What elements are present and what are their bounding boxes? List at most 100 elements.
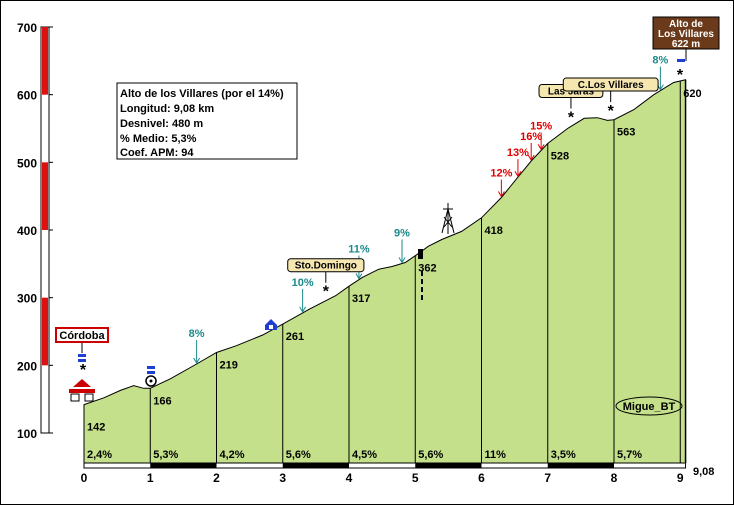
gradient-arrowhead — [355, 273, 363, 280]
info-medio: % Medio: 5,3% — [120, 133, 197, 145]
info-title: Alto de los Villares (por el 14%) — [120, 88, 284, 100]
gradient-arrowhead — [299, 306, 307, 313]
summit-arrow-icon: * — [677, 59, 685, 84]
gradient-label: 8% — [652, 55, 668, 67]
gradient-label: 16% — [520, 131, 542, 143]
gradient-label: 10% — [292, 277, 314, 289]
y-tick-label: 700 — [17, 21, 37, 35]
shelter-icon — [265, 319, 277, 330]
start-label: Córdoba — [55, 327, 109, 353]
x-tick-label: 3 — [279, 471, 286, 485]
place-label: C.Los Villares — [578, 80, 644, 91]
segment-gradient: 5,7% — [617, 449, 642, 461]
svg-text:*: * — [677, 67, 684, 84]
segment-gradient: 5,6% — [418, 449, 443, 461]
gradient-label: 15% — [530, 120, 552, 132]
km-divider-lines — [83, 79, 687, 463]
segment-gradient: 5,3% — [153, 449, 178, 461]
base-strip-band — [415, 463, 482, 468]
profile-area — [83, 79, 687, 464]
author-text: Migue_BT — [623, 401, 676, 413]
summit-line2: Los Villares — [658, 29, 714, 40]
km-elevation-3: 261 — [286, 331, 304, 343]
km-elevation-2: 219 — [220, 359, 238, 371]
x-tick-label: 4 — [346, 471, 353, 485]
y-tick-label: 600 — [17, 89, 37, 103]
gradient-markers: 8% 10% 11% 9% 12% 13% 16%15% 8% — [189, 55, 669, 364]
place-star: * — [608, 103, 615, 120]
segment-gradient: 4,5% — [352, 449, 377, 461]
info-apm: Coef. APM: 94 — [120, 147, 194, 159]
base-strip-band — [150, 463, 217, 468]
place-star: * — [568, 109, 575, 126]
x-axis-ticks: 0 1 2 3 4 5 6 7 8 9 — [81, 471, 684, 485]
gradient-arrowhead — [527, 154, 535, 161]
scale-band — [42, 297, 48, 366]
scale-band — [42, 162, 48, 230]
km-elevation-1: 166 — [153, 395, 171, 407]
km5-marker-icon — [418, 249, 423, 301]
segment-gradient: 11% — [485, 449, 507, 461]
segment-gradient-labels: 2,4% 5,3% 4,2% 5,6% 4,5% 5,6% 11% 3,5% 5,7% — [87, 449, 642, 461]
start-label-text: Córdoba — [59, 330, 105, 342]
x-tick-label: 1 — [147, 471, 154, 485]
base-strip-frame — [83, 462, 687, 469]
info-longitud: Longitud: 9,08 km — [120, 103, 214, 115]
x-tick-label: 6 — [478, 471, 485, 485]
segment-gradient: 4,2% — [220, 449, 245, 461]
roundabout-icon — [145, 366, 157, 387]
antenna-icon — [441, 203, 455, 234]
summit-line1: Alto de — [669, 19, 703, 30]
profile-fill — [83, 79, 687, 464]
gradient-arrowhead — [193, 357, 201, 364]
author-badge: Migue_BT — [615, 396, 683, 416]
base-strip-band — [282, 463, 349, 468]
svg-text:*: * — [80, 362, 87, 379]
summit-line3: 622 m — [672, 39, 700, 50]
gradient-label: 11% — [348, 244, 370, 256]
scale-band — [42, 27, 48, 95]
altitude-scale-bands — [42, 27, 48, 366]
base-strip-band — [547, 463, 614, 468]
km-elevation-7: 528 — [551, 150, 569, 162]
x-tick-label: 8 — [611, 471, 618, 485]
gradient-label: 8% — [189, 328, 205, 340]
segment-gradient: 3,5% — [551, 449, 576, 461]
gradient-arrowhead — [514, 170, 522, 178]
y-tick-label: 500 — [17, 156, 37, 170]
gradient-label: 9% — [394, 227, 410, 239]
y-tick-label: 200 — [17, 359, 37, 373]
km-elevation-9: 620 — [683, 88, 701, 100]
x-tick-label: 7 — [544, 471, 551, 485]
gradient-arrowhead — [497, 191, 505, 198]
place-label: Sto.Domingo — [295, 261, 357, 272]
place-label: Las Jaras — [548, 86, 595, 97]
y-tick-label: 400 — [17, 224, 37, 238]
gradient-label: 12% — [490, 168, 512, 180]
place-labels: Sto.Domingo * Las Jaras * C.Los Villares * — [287, 77, 659, 301]
place-star: * — [323, 284, 330, 301]
x-tick-label: 2 — [213, 471, 220, 485]
y-axis-ticks: 100 200 300 400 500 600 700 — [17, 21, 53, 441]
gradient-arrowhead — [537, 144, 545, 151]
km-elevation-4: 317 — [352, 293, 370, 305]
gradient-arrowhead — [398, 257, 406, 264]
y-tick-label: 300 — [17, 292, 37, 306]
km-elevation-0: 142 — [87, 422, 105, 434]
info-desnivel: Desnivel: 480 m — [120, 118, 203, 130]
y-tick-label: 100 — [17, 427, 37, 441]
segment-gradient: 5,6% — [286, 449, 311, 461]
km-elevation-8: 563 — [617, 127, 635, 139]
town-icon: * — [69, 354, 95, 402]
x-tick-label: 0 — [81, 471, 88, 485]
segment-gradient: 2,4% — [87, 449, 112, 461]
x-end-label: 9,08 — [693, 466, 714, 478]
x-tick-label: 5 — [412, 471, 419, 485]
base-strip — [83, 462, 687, 469]
summit-label: Alto de Los Villares 622 m — [652, 16, 720, 61]
gradient-label: 13% — [507, 147, 529, 159]
info-box: Alto de los Villares (por el 14%) Longit… — [116, 82, 298, 160]
